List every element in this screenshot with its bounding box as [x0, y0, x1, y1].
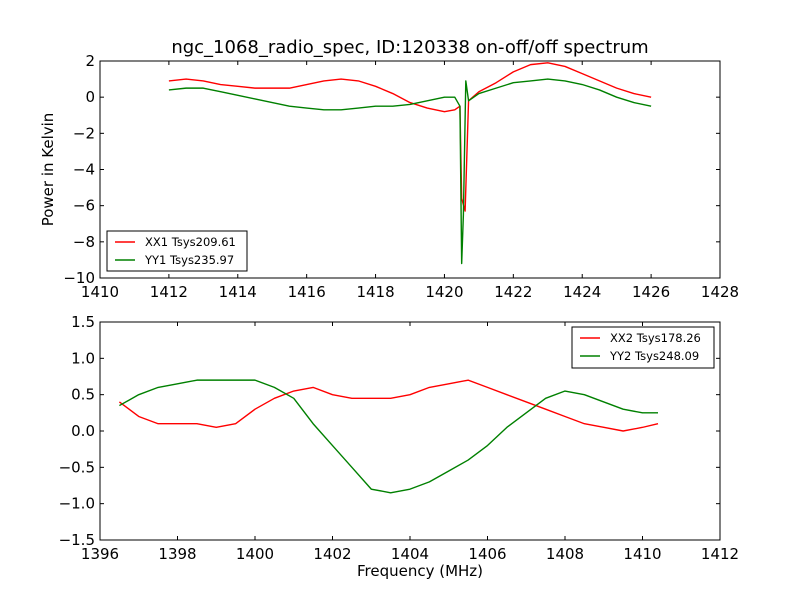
bottom-legend-label-1: XX2 Tsys178.26 [610, 331, 701, 345]
bottom-legend: XX2 Tsys178.26 YY2 Tsys248.09 [571, 326, 715, 369]
top-legend: XX1 Tsys209.61 YY1 Tsys235.97 [106, 230, 248, 272]
chart-title: ngc_1068_radio_spec, ID:120338 on-off/of… [171, 37, 648, 58]
bottom-series-line-1 [118, 379, 659, 432]
top-y-tick-label: 0 [85, 88, 95, 106]
top-x-tick-label: 1428 [701, 283, 739, 301]
top-x-tick-label: 1422 [494, 283, 532, 301]
top-y-tick-label: 2 [85, 52, 95, 70]
top-series-line-2 [168, 78, 652, 265]
bottom-series-line-2 [119, 379, 658, 494]
top-y-tick-label: −2 [73, 124, 95, 142]
top-y-tick-label: −4 [73, 161, 95, 179]
bottom-x-axis-label: Frequency (MHz) [357, 562, 483, 580]
bottom-y-tick-label: −1.0 [59, 495, 95, 513]
top-y-axis-label: Power in Kelvin [39, 113, 57, 227]
bottom-y-tick-label: 1.0 [71, 349, 95, 367]
bottom-x-tick-label: 1400 [236, 545, 274, 563]
top-x-tick-label: 1416 [288, 283, 326, 301]
top-legend-label-1: XX1 Tsys209.61 [145, 235, 236, 249]
bottom-x-tick-label: 1412 [701, 545, 739, 563]
bottom-x-tick-label: 1404 [391, 545, 429, 563]
top-x-tick-label: 1414 [219, 283, 257, 301]
bottom-x-tick-label: 1398 [158, 545, 196, 563]
bottom-plot-axes: 1396 1398 1400 1402 1404 1406 1408 1410 1412 −1.5… [59, 313, 740, 580]
top-x-tick-label: 1426 [632, 283, 670, 301]
top-legend-label-2: YY1 Tsys235.97 [144, 253, 234, 267]
top-plot-axes: 1410 1412 1414 1416 1418 1420 1422 1424 1426 1428… [39, 52, 739, 301]
bottom-x-tick-label: 1396 [81, 545, 119, 563]
bottom-y-tick-label: −1.5 [59, 531, 95, 549]
top-series-line-1 [168, 62, 652, 212]
bottom-y-tick-label: −0.5 [59, 458, 95, 476]
top-y-tick-label: −10 [63, 269, 95, 287]
bottom-x-tick-label: 1408 [546, 545, 584, 563]
bottom-y-tick-label: 0.5 [71, 386, 95, 404]
bottom-series-group [118, 379, 659, 494]
bottom-y-tick-label: 0.0 [71, 422, 95, 440]
top-x-tick-label: 1418 [356, 283, 394, 301]
top-legend-box [106, 230, 248, 272]
top-y-tick-label: −8 [73, 233, 95, 251]
bottom-x-tick-label: 1406 [468, 545, 506, 563]
top-series-group [168, 62, 652, 265]
bottom-legend-label-2: YY2 Tsys248.09 [609, 349, 699, 363]
top-x-tick-label: 1410 [81, 283, 119, 301]
top-y-tick-label: −6 [73, 197, 95, 215]
top-x-tick-label: 1420 [425, 283, 463, 301]
bottom-y-tick-label: 1.5 [71, 313, 95, 331]
bottom-x-tick-label: 1402 [313, 545, 351, 563]
bottom-x-tick-label: 1410 [623, 545, 661, 563]
top-x-tick-label: 1412 [150, 283, 188, 301]
bottom-legend-box [571, 326, 715, 369]
top-x-tick-label: 1424 [563, 283, 601, 301]
